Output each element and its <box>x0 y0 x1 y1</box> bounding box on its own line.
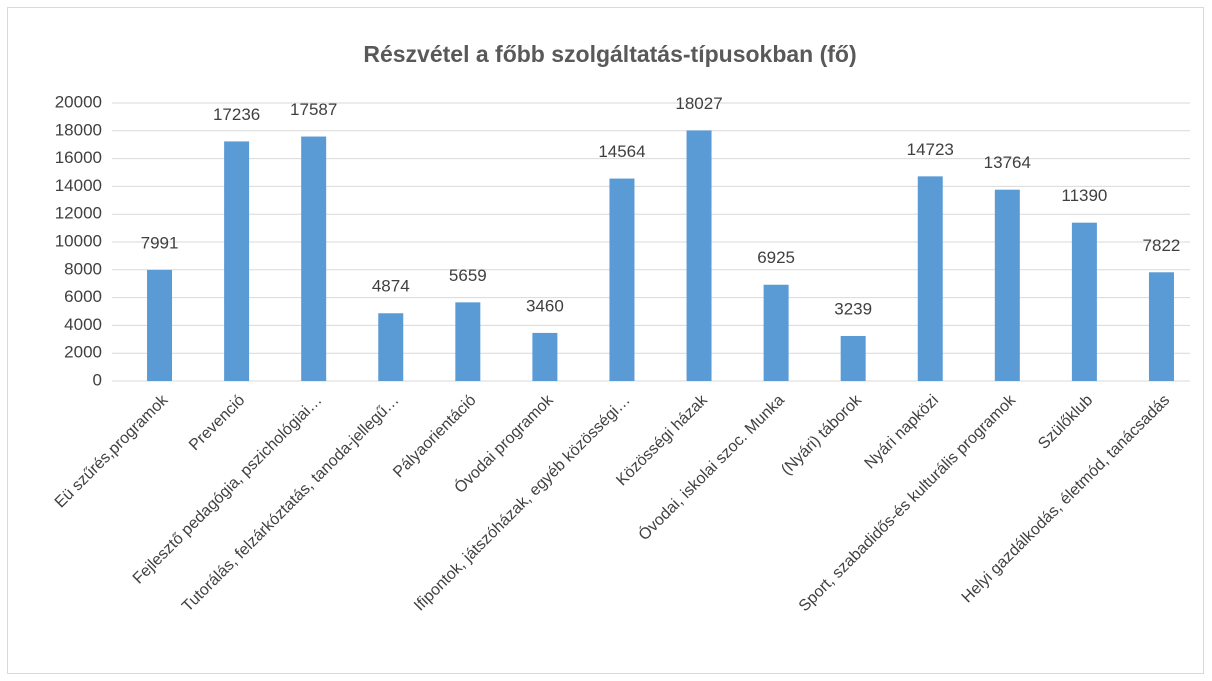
value-label: 13764 <box>984 153 1031 172</box>
y-tick-label: 14000 <box>55 176 102 195</box>
value-label: 4874 <box>372 277 410 296</box>
value-label: 5659 <box>449 266 487 285</box>
y-tick-label: 18000 <box>55 120 102 139</box>
value-label: 7991 <box>141 233 179 252</box>
y-tick-label: 8000 <box>64 259 102 278</box>
value-label: 14723 <box>907 140 954 159</box>
y-tick-label: 10000 <box>55 231 102 250</box>
chart-border <box>7 7 1204 674</box>
bar <box>1148 272 1174 381</box>
y-tick-label: 16000 <box>55 148 102 167</box>
y-tick-label: 20000 <box>55 92 102 111</box>
chart-title: Részvétel a főbb szolgáltatás-típusokban… <box>363 41 856 67</box>
bar <box>455 302 481 381</box>
y-tick-label: 6000 <box>64 287 102 306</box>
bar <box>378 313 404 381</box>
value-label: 3239 <box>834 299 872 318</box>
bar <box>224 141 250 381</box>
value-label: 18027 <box>675 94 722 113</box>
value-label: 17587 <box>290 100 337 119</box>
value-label: 17236 <box>213 105 260 124</box>
bar <box>917 176 943 381</box>
bar <box>686 130 712 381</box>
value-label: 3460 <box>526 296 564 315</box>
y-tick-label: 4000 <box>64 315 102 334</box>
y-tick-label: 12000 <box>55 204 102 223</box>
value-label: 11390 <box>1061 186 1107 205</box>
bar <box>994 189 1020 381</box>
y-tick-label: 2000 <box>64 343 102 362</box>
bar <box>840 335 866 381</box>
bar <box>147 269 173 381</box>
value-label: 14564 <box>598 142 645 161</box>
bar <box>1071 222 1097 381</box>
bar <box>763 284 789 381</box>
value-label: 6925 <box>757 248 795 267</box>
y-tick-label: 0 <box>93 370 102 389</box>
value-label: 7822 <box>1143 236 1181 255</box>
bar <box>301 136 327 381</box>
bar <box>532 332 558 381</box>
bar <box>609 178 635 381</box>
